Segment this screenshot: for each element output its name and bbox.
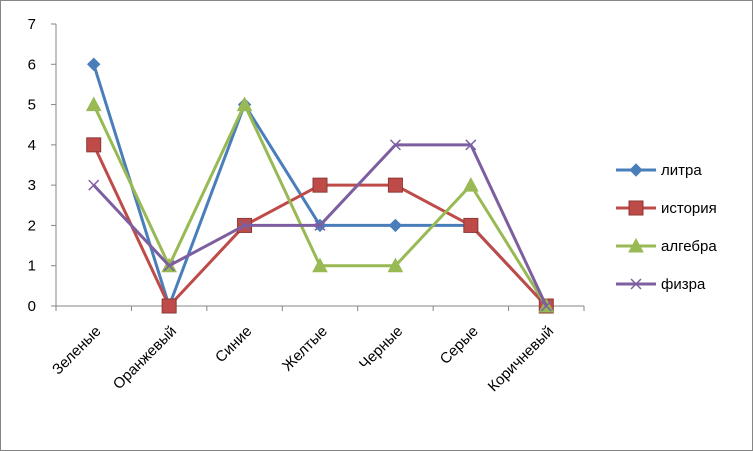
data-point	[312, 257, 328, 273]
legend: литра история алгебра физра	[616, 162, 717, 293]
series-4	[88, 139, 552, 312]
series-2	[86, 137, 554, 314]
y-tick-label: 7	[28, 16, 36, 33]
data-point	[463, 217, 479, 233]
legend-marker	[629, 163, 643, 177]
x-tick-label: Коричневый	[485, 323, 557, 395]
y-tick-label: 2	[28, 217, 36, 234]
x-tick-label: Оранжевый	[110, 323, 180, 393]
legend-entry: физра	[616, 276, 706, 293]
data-point	[85, 96, 102, 112]
legend-label: физра	[661, 276, 706, 293]
data-point	[236, 96, 253, 112]
data-point	[387, 257, 404, 273]
legend-marker	[628, 200, 644, 216]
legend-marker	[628, 237, 644, 253]
series-line	[92, 103, 548, 307]
y-tick-label: 0	[28, 298, 36, 315]
x-tick-label: Черные	[356, 323, 406, 373]
data-point	[465, 139, 477, 151]
data-point	[314, 219, 326, 231]
data-point	[540, 300, 552, 312]
data-point	[88, 179, 100, 191]
data-point	[86, 137, 102, 153]
data-point	[312, 177, 328, 193]
data-point	[387, 177, 403, 193]
data-point	[463, 177, 479, 192]
y-tick-label: 5	[28, 97, 36, 114]
data-point	[388, 218, 403, 233]
x-tick-label: Зеленые	[49, 323, 104, 378]
y-tick-label: 3	[28, 177, 36, 194]
y-tick-label: 6	[28, 56, 36, 73]
data-point	[87, 57, 101, 71]
y-tick-label: 4	[28, 137, 36, 154]
y-tick-label: 1	[28, 258, 36, 275]
legend-entry: алгебра	[616, 237, 717, 255]
x-tick-label: Серые	[437, 323, 482, 368]
legend-entry: история	[616, 200, 717, 217]
plot-series	[85, 57, 555, 314]
x-tick-label: Желтые	[279, 323, 331, 375]
legend-label: история	[661, 200, 717, 217]
legend-label: алгебра	[661, 238, 717, 255]
data-point	[389, 139, 401, 151]
data-point	[239, 219, 251, 231]
legend-label: литра	[661, 162, 702, 179]
legend-marker	[630, 278, 642, 290]
x-tick-label: Синие	[212, 323, 255, 366]
legend-entry: литра	[616, 162, 702, 179]
data-point	[161, 298, 177, 314]
data-point	[163, 260, 175, 272]
